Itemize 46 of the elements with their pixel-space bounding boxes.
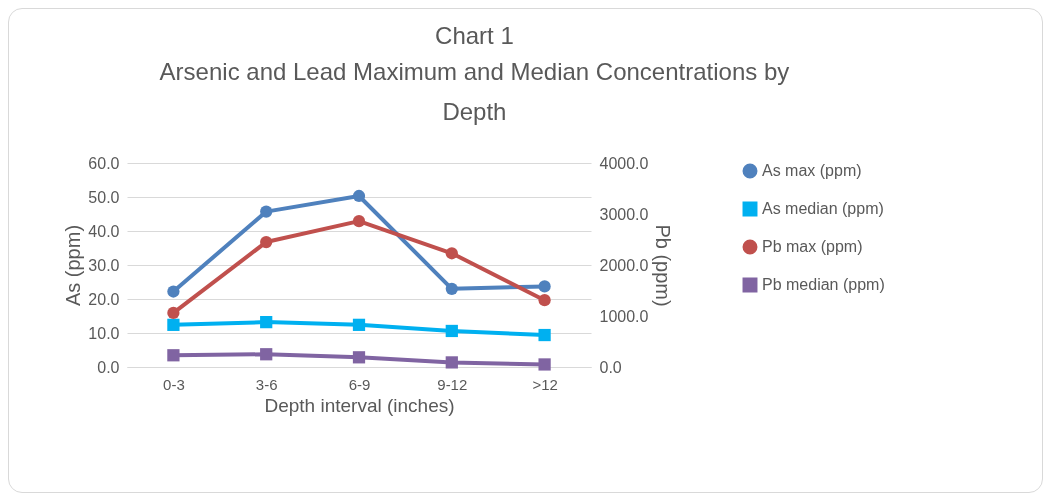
point: [538, 328, 551, 342]
point: [167, 306, 180, 320]
y-tick-label: 20.0: [88, 290, 120, 308]
point: [445, 247, 458, 260]
y2-tick-label: 4000.0: [599, 154, 649, 172]
point: [445, 324, 458, 338]
x-tick-label: 6-9: [348, 375, 371, 393]
y-tick-label: 50.0: [88, 188, 120, 206]
chart-title: Chart 1: [435, 22, 514, 49]
point: [260, 205, 273, 218]
legend-label: Pb median (ppm): [762, 276, 885, 293]
y-tick-label: 0.0: [97, 358, 120, 376]
point: [167, 285, 180, 298]
point: [260, 316, 273, 329]
legend-label: As max (ppm): [762, 162, 862, 179]
point: [352, 215, 366, 228]
point: [445, 282, 458, 295]
y-tick-label: 40.0: [88, 222, 120, 240]
y-tick-label: 60.0: [88, 154, 120, 172]
point: [538, 294, 551, 307]
point: [352, 189, 366, 203]
point: [260, 348, 273, 361]
chart-subtitle: Arsenic and Lead Maximum and Median Concentrations by Depth: [159, 58, 790, 125]
y2-tick-label: 2000.0: [599, 256, 649, 274]
point: [260, 235, 273, 249]
y-axis-title: As (ppm): [62, 224, 85, 307]
x-tick-label: 9-12: [437, 375, 468, 393]
x-tick-label: 3-6: [255, 375, 278, 393]
point: [352, 351, 366, 364]
point: [538, 280, 551, 293]
y2-tick-label: 1000.0: [599, 307, 649, 325]
y-tick-label: 10.0: [88, 324, 120, 342]
point: [538, 358, 551, 371]
point: [167, 349, 180, 362]
y2-axis-title: Pb (ppm): [652, 224, 675, 307]
y2-tick-label: 0.0: [599, 358, 622, 376]
point: [167, 318, 180, 331]
y-tick-label: 30.0: [88, 256, 120, 274]
point: [352, 318, 366, 331]
legend-label: Pb max (ppm): [762, 238, 863, 255]
point: [445, 356, 458, 369]
y2-tick-label: 3000.0: [599, 205, 649, 223]
x-tick-label: 0-3: [163, 375, 185, 393]
legend-label: As median (ppm): [762, 200, 884, 217]
x-axis-title: Depth interval (inches): [264, 394, 455, 416]
x-tick-label: >12: [532, 375, 558, 393]
